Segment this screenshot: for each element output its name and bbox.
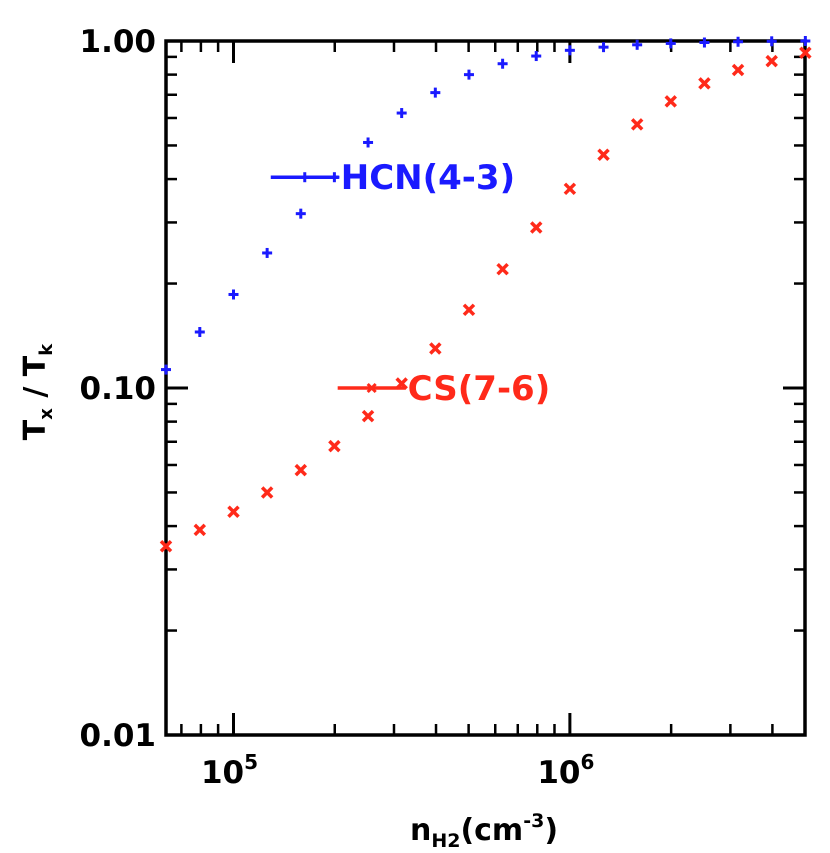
data-point (563, 182, 577, 196)
series-0-points (161, 36, 811, 375)
data-point (529, 221, 543, 234)
data-point (699, 37, 710, 48)
data-points (159, 36, 812, 553)
x-tick-label: 106 (537, 750, 594, 791)
data-point (564, 45, 575, 56)
data-point (765, 54, 778, 68)
series-name: CS(7-6) (408, 369, 551, 409)
x-axis-label-rest: (cm (460, 813, 523, 848)
x-axis-label-sub: H2 (431, 830, 460, 852)
data-point (531, 51, 542, 62)
data-point (632, 39, 643, 50)
data-point (262, 247, 273, 258)
data-point (260, 486, 274, 499)
data-point (630, 118, 644, 131)
y-axis-label-s1: x (36, 408, 57, 420)
data-point (194, 327, 205, 338)
data-point (396, 108, 407, 119)
data-point (800, 36, 811, 46)
data-point (430, 87, 441, 98)
data-point (664, 95, 678, 108)
series-1-points (159, 46, 812, 553)
data-point (159, 539, 173, 553)
data-point (496, 262, 509, 276)
series-labels: HCN(4-3) CS(7-6) (270, 158, 551, 409)
data-point (363, 137, 374, 148)
data-point (731, 63, 745, 77)
x-axis-label-main: n (410, 813, 431, 848)
x-tick-label: 105 (201, 750, 258, 791)
data-point (497, 58, 508, 69)
series-name: HCN(4-3) (341, 158, 515, 198)
y-axis-label: Tx / Tk (18, 343, 57, 440)
data-point (328, 439, 341, 453)
data-point (361, 409, 375, 423)
y-axis-label-t1: T (18, 419, 53, 440)
series-label-0: HCN(4-3) (270, 158, 515, 198)
data-point (462, 303, 476, 317)
data-point (766, 36, 777, 47)
data-point (161, 364, 171, 375)
data-point (598, 42, 609, 53)
tick-labels: 0.01 0.10 1.00 105 106 (80, 24, 595, 791)
y-tick-label: 0.10 (80, 371, 157, 407)
y-tick-label: 0.01 (80, 718, 157, 754)
x-axis-label-sup: -3 (523, 810, 544, 832)
axis-ticks (166, 39, 807, 737)
data-point (429, 342, 442, 355)
data-point (295, 208, 306, 219)
x-axis-label: nH2(cm-3) (410, 810, 558, 852)
data-point (698, 77, 711, 90)
y-tick-label: 1.00 (80, 24, 157, 60)
y-axis-label-s2: k (36, 343, 57, 356)
data-point (228, 289, 239, 300)
series-label-1: CS(7-6) (337, 369, 551, 409)
data-point (227, 505, 240, 518)
data-point (463, 69, 474, 80)
x-axis-label-close: ) (544, 813, 558, 848)
data-point (294, 463, 308, 477)
data-point (799, 46, 812, 59)
y-axis-label-t2: T (18, 355, 53, 376)
data-point (597, 148, 610, 162)
data-point (733, 36, 744, 47)
data-point (665, 38, 676, 49)
data-point (193, 523, 207, 537)
y-axis-label-slash: / (18, 376, 53, 408)
